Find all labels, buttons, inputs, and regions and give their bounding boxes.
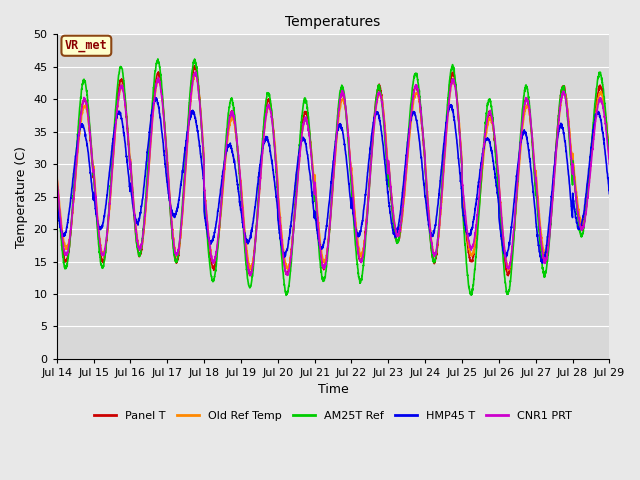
Title: Temperatures: Temperatures bbox=[285, 15, 381, 29]
Legend: Panel T, Old Ref Temp, AM25T Ref, HMP45 T, CNR1 PRT: Panel T, Old Ref Temp, AM25T Ref, HMP45 … bbox=[90, 407, 577, 426]
Text: VR_met: VR_met bbox=[65, 39, 108, 52]
Y-axis label: Temperature (C): Temperature (C) bbox=[15, 146, 28, 248]
X-axis label: Time: Time bbox=[317, 384, 348, 396]
